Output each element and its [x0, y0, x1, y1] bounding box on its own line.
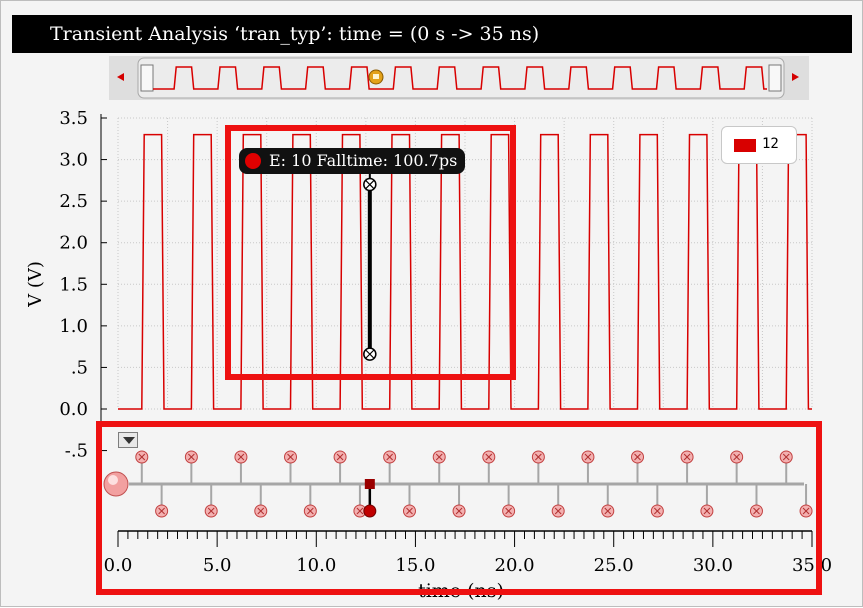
- triangle-down-icon: [123, 437, 135, 444]
- legend-label-12: 12: [762, 136, 779, 152]
- marker-label-text: E: 10 Falltime: 100.7ps: [269, 151, 458, 170]
- y-tick-label: 0.0: [59, 399, 88, 420]
- selected-event[interactable]: [363, 504, 377, 518]
- plot-title: Transient Analysis ‘tran_typ’: time = (0…: [50, 23, 540, 45]
- arrow-right-icon[interactable]: [792, 73, 799, 81]
- event-cross: [554, 507, 562, 515]
- arrow-left-icon[interactable]: [117, 73, 124, 81]
- event-cross: [435, 453, 443, 461]
- event-cross: [237, 453, 245, 461]
- x-tick-label: 20.0: [495, 555, 535, 576]
- event-cross: [257, 507, 265, 515]
- marker-highlight-box: [225, 125, 516, 380]
- event-cross: [604, 507, 612, 515]
- y-tick-label: 2.0: [59, 233, 88, 254]
- falltime-marker[interactable]: [363, 174, 377, 361]
- event-cross: [683, 453, 691, 461]
- event-cross: [207, 507, 215, 515]
- x-tick-label: 10.0: [296, 555, 336, 576]
- event-cross: [455, 507, 463, 515]
- x-tick-label: 15.0: [395, 555, 435, 576]
- event-cross: [188, 453, 195, 461]
- legend-swatch-12: [734, 139, 756, 152]
- x-tick-label: 35.0: [792, 555, 832, 576]
- event-cross: [406, 507, 413, 515]
- marker-dot-icon: [245, 153, 261, 169]
- legend[interactable]: 12: [721, 126, 797, 164]
- event-lane-highlight-box: [96, 421, 822, 595]
- x-tick-label: 30.0: [693, 555, 733, 576]
- overview-waveform: [153, 66, 767, 90]
- event-cross: [634, 453, 641, 461]
- event-cross: [703, 507, 711, 515]
- event-cross: [485, 453, 493, 461]
- event-cross: [505, 507, 512, 515]
- y-tick-label: 1.5: [59, 274, 88, 295]
- series-12-line[interactable]: [118, 133, 812, 410]
- event-cross: [306, 507, 314, 515]
- event-cross: [584, 453, 592, 461]
- y-tick-label: 3.5: [59, 108, 88, 129]
- lock-icon[interactable]: [368, 69, 384, 85]
- selected-event-marker[interactable]: [364, 479, 375, 489]
- event-cross: [386, 453, 394, 461]
- event-cross: [653, 507, 661, 515]
- event-cross: [753, 507, 760, 515]
- overview-right-handle[interactable]: [768, 64, 782, 92]
- event-cross: [733, 453, 741, 461]
- event-cross: [287, 453, 294, 461]
- event-cross: [158, 507, 165, 515]
- y-axis: 3.5 3.0 2.5 2.0 1.5 1.0 .5 0.0 -.5: [59, 108, 107, 462]
- overview-left-handle[interactable]: [140, 64, 154, 92]
- y-tick-label: 3.0: [59, 150, 88, 171]
- event-lane-handle-highlight: [108, 475, 118, 485]
- y-tick-label: 2.5: [59, 191, 88, 212]
- marker-label[interactable]: E: 10 Falltime: 100.7ps: [239, 148, 466, 174]
- x-axis: 0.0 5.0 10.0 15.0 20.0 25.0 30.0 35.0: [104, 530, 832, 576]
- event-lane: [103, 450, 813, 518]
- event-cross: [336, 453, 344, 461]
- event-cross: [802, 507, 810, 515]
- y-tick-label: .5: [71, 357, 88, 378]
- y-axis-label: V (V): [25, 261, 46, 308]
- marker-cross: [365, 349, 375, 359]
- event-cross: [356, 507, 364, 515]
- marker-cross: [365, 180, 375, 189]
- y-tick-label: 1.0: [59, 316, 88, 337]
- x-tick-label: 25.0: [594, 555, 634, 576]
- event-cross: [782, 453, 790, 461]
- x-tick-label: 0.0: [104, 555, 133, 576]
- plot-title-bar: Transient Analysis ‘tran_typ’: time = (0…: [12, 15, 852, 53]
- overview-thumb[interactable]: [137, 57, 785, 99]
- y-tick-label: -.5: [65, 441, 88, 462]
- x-tick-label: 5.0: [203, 555, 232, 576]
- title-bar-cap: [12, 15, 24, 53]
- overview-scrollbar[interactable]: [109, 56, 809, 100]
- event-cross: [535, 453, 542, 461]
- event-cross: [138, 453, 146, 461]
- event-menu-button[interactable]: [118, 432, 138, 448]
